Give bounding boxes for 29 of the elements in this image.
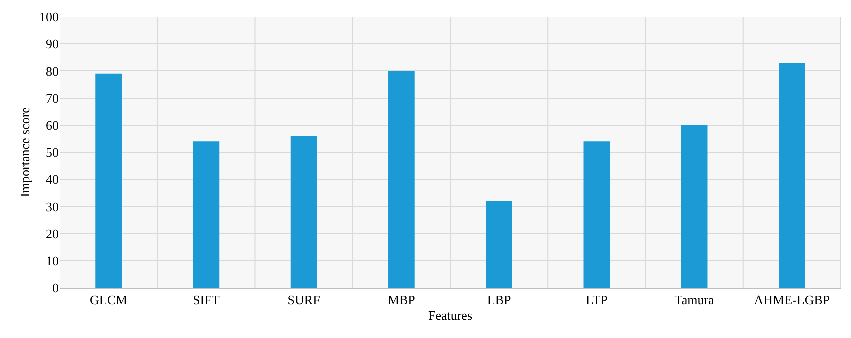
bar xyxy=(779,63,806,288)
x-tick-label: Tamura xyxy=(674,292,715,308)
x-tick-label: LBP xyxy=(487,292,512,308)
bar xyxy=(388,71,415,288)
x-tick-label: SURF xyxy=(288,292,320,308)
bar xyxy=(96,74,122,288)
y-tick-label: 80 xyxy=(46,64,59,79)
bar xyxy=(193,142,220,288)
x-axis-title: Features xyxy=(428,308,473,324)
x-tick-label: MBP xyxy=(388,292,416,308)
bar xyxy=(584,142,610,288)
bar xyxy=(681,125,708,288)
y-tick-label: 70 xyxy=(46,90,59,106)
y-tick-label: 20 xyxy=(46,226,59,242)
y-tick-label: 30 xyxy=(46,199,59,214)
x-tick-label: GLCM xyxy=(90,292,128,308)
y-tick-label: 10 xyxy=(46,253,59,268)
y-tick-label: 50 xyxy=(46,145,59,160)
x-tick-label: LTP xyxy=(586,292,608,308)
y-tick-label: 40 xyxy=(46,172,59,188)
bar xyxy=(486,201,512,288)
y-tick-label: 60 xyxy=(46,118,59,133)
y-tick-label: 100 xyxy=(40,10,59,25)
y-tick-label: 90 xyxy=(46,36,59,52)
x-tick-label: SIFT xyxy=(193,292,220,308)
bar xyxy=(290,136,318,288)
y-tick-label: 0 xyxy=(52,280,59,296)
x-tick-label: AHME-LGBP xyxy=(754,292,830,308)
y-axis-title: Importance score xyxy=(17,107,32,198)
